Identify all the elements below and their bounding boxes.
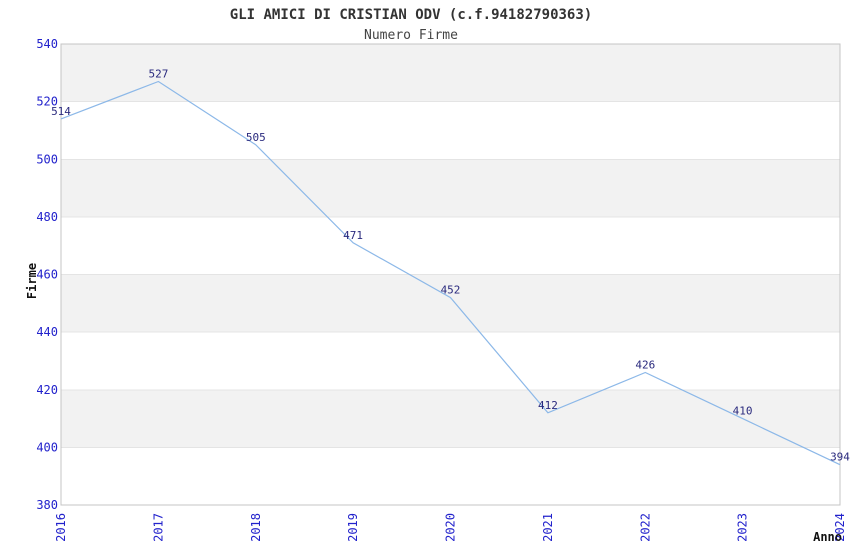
data-labels: 514 527 505 471 452 412 426 410 394 bbox=[51, 68, 850, 464]
plot-band bbox=[61, 274, 840, 333]
x-axis-tick-labels: 2016 2017 2018 2019 2020 2021 2022 2023 2024 bbox=[54, 513, 847, 542]
y-tick-label: 420 bbox=[36, 383, 58, 397]
plot-bands bbox=[61, 44, 840, 448]
data-label: 412 bbox=[538, 399, 558, 412]
data-label: 505 bbox=[246, 131, 266, 144]
y-tick-label: 460 bbox=[36, 268, 58, 282]
data-label: 452 bbox=[441, 284, 461, 297]
y-tick-label: 440 bbox=[36, 325, 58, 339]
chart-title: GLI AMICI DI CRISTIAN ODV (c.f.941827903… bbox=[230, 7, 592, 23]
series-line bbox=[60, 80, 841, 466]
x-tick-label: 2023 bbox=[736, 513, 750, 542]
x-tick-label: 2019 bbox=[346, 513, 360, 542]
y-axis-title: Firme bbox=[25, 263, 39, 299]
chart-subtitle: Numero Firme bbox=[364, 28, 458, 43]
y-tick-label: 520 bbox=[36, 95, 58, 109]
y-tick-label: 500 bbox=[36, 152, 58, 166]
y-axis-tick-labels: 380 400 420 440 460 480 500 520 540 bbox=[36, 37, 58, 512]
y-tick-label: 480 bbox=[36, 210, 58, 224]
x-tick-label: 2016 bbox=[54, 513, 68, 542]
x-tick-label: 2024 bbox=[833, 513, 847, 542]
data-label: 527 bbox=[148, 68, 168, 81]
data-label: 394 bbox=[830, 451, 850, 464]
x-tick-label: 2020 bbox=[444, 513, 458, 542]
data-label: 426 bbox=[635, 359, 655, 372]
data-label: 514 bbox=[51, 105, 71, 118]
y-tick-label: 380 bbox=[36, 498, 58, 512]
x-axis-title: Anno bbox=[813, 530, 842, 544]
x-tick-label: 2017 bbox=[151, 513, 165, 542]
y-tick-label: 400 bbox=[36, 440, 58, 454]
plot-band bbox=[61, 44, 840, 102]
y-tick-label: 540 bbox=[36, 37, 58, 51]
x-tick-label: 2018 bbox=[249, 513, 263, 542]
plot-band bbox=[61, 389, 840, 448]
x-tick-label: 2021 bbox=[541, 513, 555, 542]
plot-band bbox=[61, 159, 840, 217]
data-label: 410 bbox=[733, 405, 753, 418]
plot-border bbox=[60, 43, 841, 506]
data-label: 471 bbox=[343, 229, 363, 242]
x-tick-label: 2022 bbox=[638, 513, 652, 542]
